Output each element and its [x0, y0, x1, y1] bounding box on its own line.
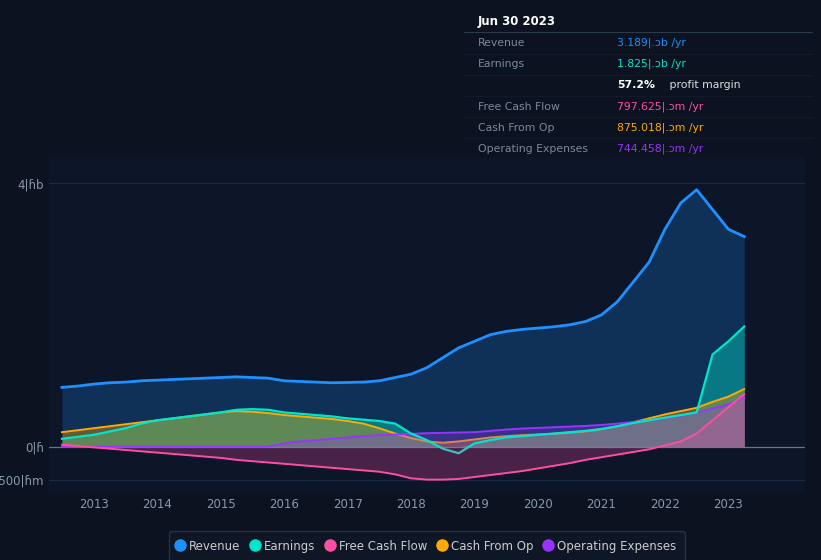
Text: 744.458|.ɔm /yr: 744.458|.ɔm /yr — [617, 144, 704, 154]
Text: Cash From Op: Cash From Op — [478, 123, 554, 133]
Text: Operating Expenses: Operating Expenses — [478, 144, 588, 154]
Text: Revenue: Revenue — [478, 38, 525, 48]
Text: profit margin: profit margin — [667, 81, 741, 90]
Legend: Revenue, Earnings, Free Cash Flow, Cash From Op, Operating Expenses: Revenue, Earnings, Free Cash Flow, Cash … — [169, 531, 685, 560]
Text: Free Cash Flow: Free Cash Flow — [478, 101, 560, 111]
Text: 1.825|.ɔb /yr: 1.825|.ɔb /yr — [617, 59, 686, 69]
Text: 875.018|.ɔm /yr: 875.018|.ɔm /yr — [617, 123, 704, 133]
Text: Earnings: Earnings — [478, 59, 525, 69]
Text: Jun 30 2023: Jun 30 2023 — [478, 15, 556, 29]
Text: 3.189|.ɔb /yr: 3.189|.ɔb /yr — [617, 38, 686, 48]
Text: 797.625|.ɔm /yr: 797.625|.ɔm /yr — [617, 101, 704, 112]
Text: 57.2%: 57.2% — [617, 81, 655, 90]
